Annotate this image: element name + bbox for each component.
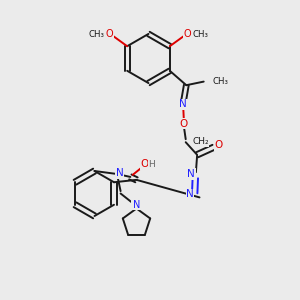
- Text: CH₃: CH₃: [212, 77, 228, 86]
- Text: O: O: [106, 29, 114, 39]
- Text: N: N: [132, 199, 140, 209]
- Text: N: N: [187, 169, 195, 179]
- Text: O: O: [141, 159, 149, 169]
- Text: N: N: [133, 200, 140, 210]
- Text: O: O: [180, 118, 188, 129]
- Text: O: O: [183, 29, 191, 39]
- Text: N: N: [186, 189, 194, 200]
- Text: CH₂: CH₂: [192, 137, 209, 146]
- Text: H: H: [148, 160, 155, 169]
- Text: N: N: [179, 99, 187, 110]
- Text: CH₃: CH₃: [192, 30, 208, 39]
- Text: O: O: [214, 140, 223, 150]
- Text: N: N: [116, 168, 123, 178]
- Text: CH₃: CH₃: [88, 30, 104, 39]
